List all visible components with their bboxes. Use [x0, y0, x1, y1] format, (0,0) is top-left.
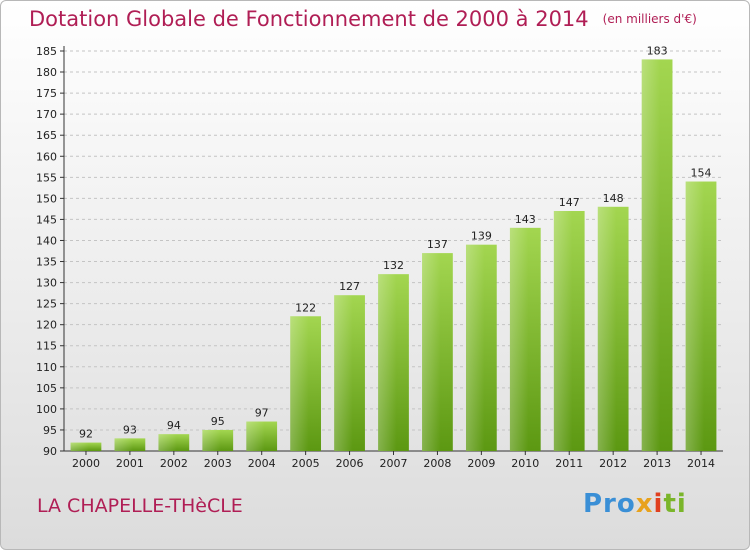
- bar-highlight: [553, 211, 585, 451]
- x-tick-label: 2009: [467, 457, 495, 470]
- x-tick-label: 2012: [599, 457, 627, 470]
- chart-title-text: Dotation Globale de Fonctionnement de 20…: [29, 7, 589, 31]
- x-tick-label: 2014: [687, 457, 715, 470]
- y-tick-label: 180: [36, 66, 57, 79]
- labels: 90 95 100 105 110 115 120 125 130 135 140 145 150 155…: [36, 44, 715, 470]
- y-tick-label: 125: [36, 298, 57, 311]
- x-tick-label: 2010: [511, 457, 539, 470]
- y-tick-label: 135: [36, 256, 57, 269]
- chart-title: Dotation Globale de Fonctionnement de 20…: [29, 7, 697, 31]
- commune-name: LA CHAPELLE-THèCLE: [37, 495, 243, 517]
- bars: [70, 59, 717, 452]
- bar-highlight: [202, 429, 234, 451]
- y-tick-label: 90: [43, 445, 57, 458]
- grid-lines: [64, 50, 723, 452]
- bar-highlight: [290, 316, 322, 451]
- bar-highlight: [114, 438, 146, 451]
- x-tick-label: 2011: [555, 457, 583, 470]
- value-label: 95: [211, 415, 225, 428]
- x-tick-label: 2000: [72, 457, 100, 470]
- y-tick-label: 185: [36, 45, 57, 58]
- y-tick-label: 95: [43, 424, 57, 437]
- x-tick-label: 2004: [248, 457, 276, 470]
- y-tick-label: 175: [36, 87, 57, 100]
- x-tick-label: 2007: [380, 457, 408, 470]
- value-label: 143: [515, 213, 536, 226]
- y-tick-label: 100: [36, 403, 57, 416]
- x-tick-label: 2013: [643, 457, 671, 470]
- value-label: 127: [339, 280, 360, 293]
- bar-highlight: [422, 253, 453, 451]
- value-label: 94: [167, 419, 181, 432]
- value-label: 122: [295, 301, 316, 314]
- bar-highlight: [641, 59, 673, 451]
- value-label: 148: [603, 192, 624, 205]
- y-tick-label: 160: [36, 150, 57, 163]
- y-tick-label: 120: [36, 319, 57, 332]
- y-tick-label: 140: [36, 234, 57, 247]
- x-tick-label: 2003: [204, 457, 232, 470]
- value-label: 97: [255, 407, 269, 420]
- value-label: 183: [647, 44, 668, 57]
- bar-highlight: [685, 181, 717, 452]
- value-label: 137: [427, 238, 448, 251]
- bar-highlight: [334, 295, 365, 451]
- value-label: 132: [383, 259, 404, 272]
- y-tick-label: 110: [36, 361, 57, 374]
- y-tick-label: 105: [36, 382, 57, 395]
- bar-highlight: [158, 434, 190, 451]
- bar-highlight: [246, 421, 278, 451]
- y-tick-label: 145: [36, 213, 57, 226]
- value-label: 93: [123, 423, 137, 436]
- x-tick-label: 2002: [160, 457, 188, 470]
- x-tick-label: 2005: [292, 457, 320, 470]
- x-tick-label: 2001: [116, 457, 144, 470]
- value-label: 147: [559, 196, 580, 209]
- chart-subtitle: (en milliers d'€): [602, 12, 697, 26]
- x-tick-label: 2008: [423, 457, 451, 470]
- y-tick-label: 165: [36, 129, 57, 142]
- y-tick-label: 155: [36, 171, 57, 184]
- y-tick-label: 150: [36, 192, 57, 205]
- y-tick-label: 170: [36, 108, 57, 121]
- y-tick-label: 115: [36, 340, 57, 353]
- bar-highlight: [509, 227, 541, 451]
- value-label: 139: [471, 230, 492, 243]
- bar-highlight: [465, 244, 497, 451]
- value-label: 92: [79, 428, 93, 441]
- proxiti-logo: Proxiti: [583, 489, 687, 519]
- x-tick-label: 2006: [336, 457, 364, 470]
- bar-highlight: [378, 274, 409, 451]
- y-tick-label: 130: [36, 277, 57, 290]
- bar-highlight: [70, 442, 102, 451]
- bar-highlight: [597, 206, 629, 451]
- value-label: 154: [691, 167, 712, 180]
